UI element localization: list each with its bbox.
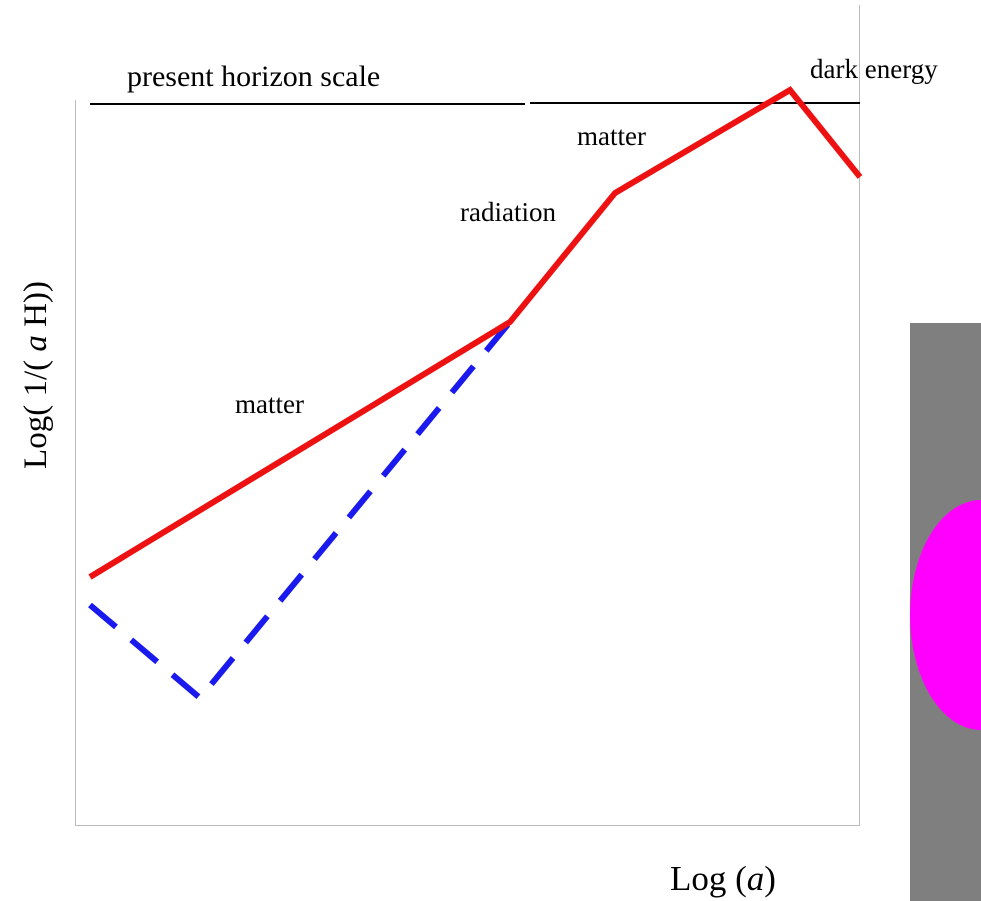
x-axis-label-part: ) xyxy=(764,859,776,898)
background xyxy=(0,0,981,901)
x-axis-label-part: a xyxy=(747,859,765,898)
dark-energy-label: dark energy xyxy=(810,54,938,84)
y-axis-label-part: Log( 1/( xyxy=(18,352,54,469)
x-axis-label-part: Log ( xyxy=(670,859,747,898)
diagram: present horizon scale dark energy matter… xyxy=(0,0,981,901)
y-axis-label-part: a xyxy=(18,335,54,352)
radiation-label: radiation xyxy=(460,197,556,227)
y-axis-label: Log( 1/( a H)) xyxy=(18,281,54,469)
x-axis-label: Log (a) xyxy=(670,859,776,898)
y-axis-label-part: H)) xyxy=(18,281,54,335)
matter-label: matter xyxy=(235,389,304,419)
matter-label: matter xyxy=(577,121,646,151)
horizon-label: present horizon scale xyxy=(127,60,380,93)
